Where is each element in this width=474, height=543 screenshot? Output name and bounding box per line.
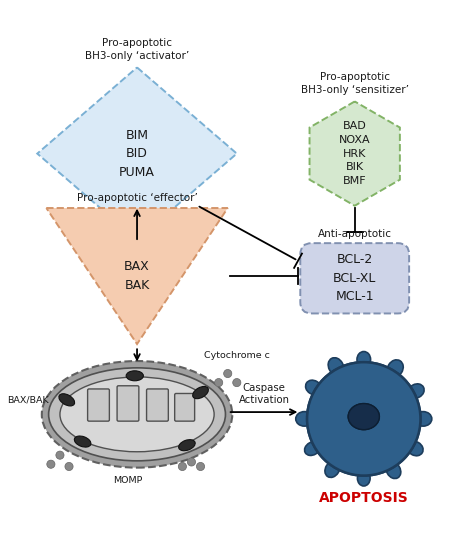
- Polygon shape: [37, 67, 237, 240]
- Ellipse shape: [42, 361, 232, 468]
- Circle shape: [178, 463, 186, 471]
- Ellipse shape: [357, 351, 371, 368]
- Circle shape: [307, 362, 420, 476]
- Text: BAD
NOXA
HRK
BIK
BMF: BAD NOXA HRK BIK BMF: [339, 122, 371, 186]
- Text: BAX/BAK: BAX/BAK: [7, 395, 49, 405]
- Text: Pro-apoptotic
BH3-only ‘sensitizer’: Pro-apoptotic BH3-only ‘sensitizer’: [301, 72, 409, 94]
- FancyBboxPatch shape: [88, 389, 109, 421]
- Ellipse shape: [192, 387, 209, 399]
- Circle shape: [215, 378, 223, 387]
- FancyBboxPatch shape: [175, 394, 195, 421]
- Ellipse shape: [328, 358, 344, 375]
- Circle shape: [187, 458, 196, 466]
- FancyBboxPatch shape: [117, 386, 139, 421]
- Ellipse shape: [59, 394, 74, 406]
- Ellipse shape: [407, 441, 423, 456]
- Text: BIM
BID
PUMA: BIM BID PUMA: [119, 129, 155, 179]
- Text: APOPTOSIS: APOPTOSIS: [319, 491, 409, 506]
- Circle shape: [233, 378, 241, 387]
- Polygon shape: [310, 102, 400, 206]
- Ellipse shape: [305, 442, 320, 456]
- Ellipse shape: [386, 462, 401, 478]
- Circle shape: [307, 362, 420, 476]
- Ellipse shape: [415, 412, 432, 426]
- Text: Cytochrome c: Cytochrome c: [204, 351, 270, 360]
- Ellipse shape: [348, 403, 379, 430]
- Text: BCL-2
BCL-XL
MCL-1: BCL-2 BCL-XL MCL-1: [333, 253, 376, 304]
- Text: BAX
BAK: BAX BAK: [124, 260, 150, 292]
- Ellipse shape: [74, 436, 91, 447]
- FancyBboxPatch shape: [301, 243, 409, 313]
- Polygon shape: [46, 208, 228, 344]
- Ellipse shape: [325, 461, 340, 477]
- Ellipse shape: [296, 412, 313, 426]
- Text: Pro-apoptotic
BH3-only ‘activator’: Pro-apoptotic BH3-only ‘activator’: [85, 38, 189, 61]
- Ellipse shape: [348, 403, 379, 430]
- Text: Pro-apoptotic ‘effector’: Pro-apoptotic ‘effector’: [77, 193, 198, 204]
- Ellipse shape: [126, 371, 144, 381]
- FancyBboxPatch shape: [146, 389, 168, 421]
- Circle shape: [47, 460, 55, 468]
- Circle shape: [196, 463, 205, 471]
- Ellipse shape: [60, 377, 214, 452]
- Ellipse shape: [387, 360, 403, 377]
- Ellipse shape: [408, 384, 424, 398]
- Ellipse shape: [49, 368, 226, 461]
- Circle shape: [56, 451, 64, 459]
- Ellipse shape: [357, 471, 370, 486]
- Text: MOMP: MOMP: [113, 476, 143, 484]
- Circle shape: [65, 463, 73, 471]
- Ellipse shape: [179, 440, 195, 451]
- Circle shape: [224, 369, 232, 377]
- Text: Anti-apoptotic: Anti-apoptotic: [318, 229, 392, 238]
- Ellipse shape: [306, 380, 321, 395]
- Text: Caspase
Activation: Caspase Activation: [238, 383, 290, 405]
